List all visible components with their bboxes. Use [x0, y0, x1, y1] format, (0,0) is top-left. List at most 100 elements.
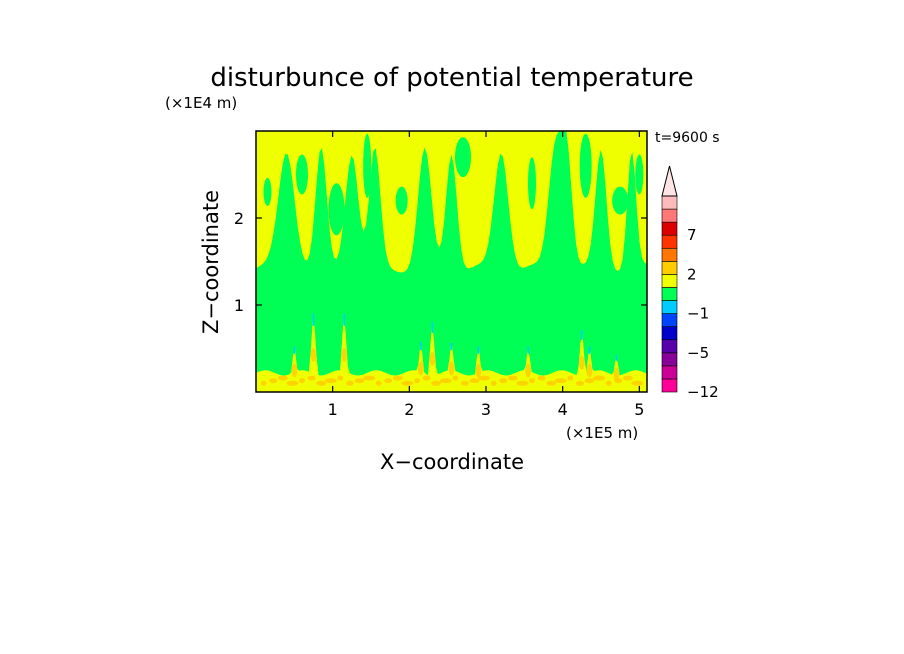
orange-speckle	[354, 378, 365, 384]
colorbar-swatch	[661, 326, 678, 341]
orange-speckle	[460, 380, 469, 386]
orange-spike-core	[448, 361, 455, 376]
x-unit-label: (×1E5 m)	[566, 424, 638, 442]
orange-speckle	[431, 380, 442, 386]
orange-speckle	[299, 378, 305, 384]
colorbar-swatch	[661, 300, 678, 314]
green-streak	[263, 177, 272, 206]
orange-speckle	[490, 380, 497, 386]
colorbar-tick-label: −1	[687, 305, 709, 323]
orange-speckle	[414, 378, 420, 384]
x-tick-label: 2	[404, 400, 414, 419]
orange-spike-core	[341, 347, 348, 362]
orange-speckle	[567, 375, 574, 381]
orange-speckle	[546, 380, 557, 386]
colorbar-swatch	[661, 339, 678, 354]
orange-speckle	[605, 380, 612, 386]
green-streak	[528, 157, 536, 210]
orange-speckle	[631, 380, 644, 386]
orange-spike-core	[291, 363, 298, 378]
colorbar-tick-label: −12	[687, 383, 719, 401]
x-axis-label: X−coordinate	[380, 450, 524, 474]
y-unit-label: (×1E4 m)	[165, 94, 237, 112]
orange-speckle	[469, 378, 480, 384]
time-label: t=9600 s	[655, 130, 720, 146]
contour-field	[256, 131, 647, 392]
orange-speckle	[401, 380, 414, 386]
orange-spike-core	[525, 363, 532, 378]
orange-speckle	[307, 375, 316, 381]
colorbar-swatch	[661, 195, 678, 210]
orange-speckle	[537, 375, 546, 381]
orange-spike-core	[429, 351, 436, 366]
orange-spike-core	[578, 355, 585, 370]
orange-speckle	[277, 375, 288, 381]
orange-speckle	[269, 378, 278, 384]
green-streak	[328, 183, 345, 236]
orange-speckle	[422, 375, 431, 381]
colorbar-swatch	[661, 261, 678, 275]
orange-speckle	[499, 378, 508, 384]
green-streak	[635, 154, 644, 195]
plot-frame	[255, 130, 648, 393]
y-axis-label: Z−coordinate	[199, 190, 223, 334]
orange-speckle	[316, 380, 327, 386]
colorbar-swatch	[661, 287, 678, 301]
orange-spike-core	[475, 363, 482, 378]
orange-speckle	[260, 380, 267, 386]
colorbar-swatch	[661, 352, 678, 367]
orange-speckle	[363, 375, 376, 381]
x-tick-label: 1	[328, 400, 338, 419]
orange-speckle	[478, 375, 491, 381]
colorbar-swatch	[661, 313, 678, 327]
orange-speckle	[529, 378, 535, 384]
colorbar-swatch	[661, 378, 678, 393]
colorbar-swatch	[661, 208, 678, 223]
orange-speckle	[375, 380, 382, 386]
y-tick-label: 2	[234, 209, 244, 228]
upper-warm-region	[256, 131, 647, 273]
orange-speckle	[622, 375, 633, 381]
orange-speckle	[392, 375, 403, 381]
orange-speckle	[452, 375, 459, 381]
colorbar-swatch	[661, 247, 678, 262]
orange-speckle	[384, 378, 393, 384]
orange-speckle	[324, 378, 337, 384]
x-tick-label: 4	[558, 400, 568, 419]
orange-speckle	[516, 380, 529, 386]
green-streak	[363, 133, 372, 198]
colorbar-swatch	[661, 221, 678, 236]
chart-title: disturbunce of potential temperature	[210, 63, 693, 93]
orange-speckle	[439, 378, 452, 384]
orange-spike-core	[613, 367, 620, 382]
y-tick-label: 1	[234, 296, 244, 315]
orange-speckle	[584, 378, 595, 384]
green-streak	[455, 137, 471, 178]
orange-spike-core	[417, 361, 424, 376]
orange-spike-core	[310, 347, 317, 362]
orange-speckle	[554, 378, 567, 384]
orange-speckle	[337, 375, 344, 381]
colorbar-extend-arrow	[661, 165, 678, 197]
orange-speckle	[575, 380, 584, 386]
green-streak	[296, 154, 308, 195]
green-streak	[395, 186, 408, 215]
green-streak	[579, 133, 592, 198]
orange-speckle	[593, 375, 606, 381]
y-axis: 12	[234, 209, 647, 315]
x-axis: 1 2 3 4 5	[328, 131, 644, 419]
lower-warm-region	[256, 312, 647, 392]
x-tick-label: 3	[481, 400, 491, 419]
orange-speckle	[345, 380, 354, 386]
green-streak	[612, 186, 629, 215]
colorbar-swatch	[661, 365, 678, 380]
colorbar-tick-label: −5	[687, 344, 709, 362]
colorbar: 7 2 −1 −5 −12	[661, 165, 719, 401]
orange-spike-core	[586, 363, 593, 378]
colorbar-swatch	[661, 234, 678, 249]
colorbar-tick-label: 7	[687, 226, 697, 244]
colorbar-swatch	[661, 274, 678, 288]
x-tick-label: 5	[634, 400, 644, 419]
orange-speckle	[507, 375, 518, 381]
